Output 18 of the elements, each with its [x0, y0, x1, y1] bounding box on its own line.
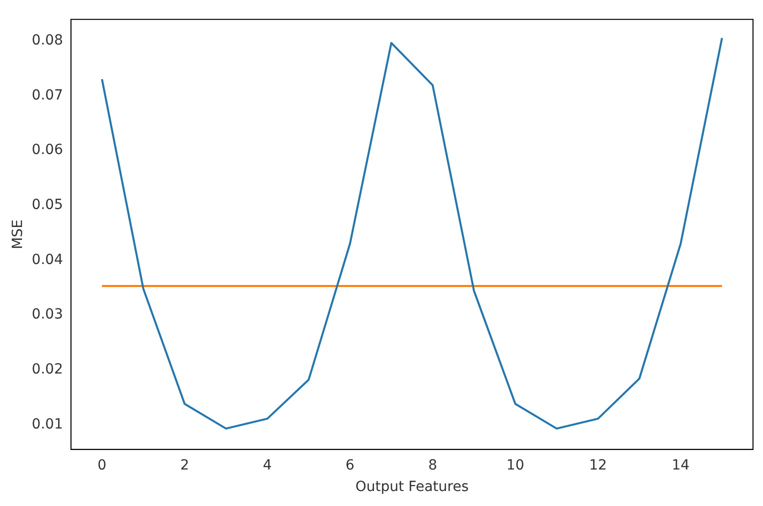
x-tick-label: 2 — [180, 457, 190, 474]
y-axis-title: MSE — [10, 219, 26, 250]
y-tick-label: 0.06 — [32, 142, 64, 158]
y-tick-label: 0.05 — [32, 196, 63, 213]
x-axis-title: Output Features — [355, 479, 469, 496]
y-tick-label: 0.02 — [32, 362, 63, 378]
y-tick-label: 0.08 — [32, 32, 63, 48]
x-tick-label: 10 — [506, 457, 524, 474]
y-tick-label: 0.04 — [32, 252, 64, 268]
x-tick-label: 14 — [672, 457, 690, 474]
y-tick-label: 0.07 — [32, 87, 63, 104]
x-tick-label: 6 — [346, 457, 355, 474]
x-tick-label: 4 — [262, 457, 272, 474]
x-tick-label: 12 — [589, 457, 607, 474]
x-tick-label: 0 — [98, 457, 106, 474]
y-tick-label: 0.03 — [32, 306, 63, 323]
x-tick-label: 8 — [428, 457, 438, 474]
y-tick-label: 0.01 — [32, 416, 63, 432]
